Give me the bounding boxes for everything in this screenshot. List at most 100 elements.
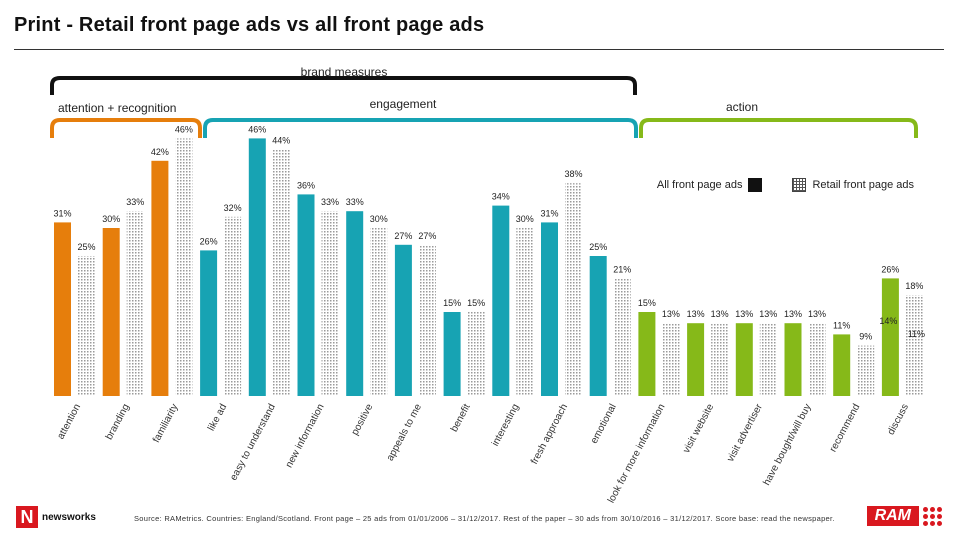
legend-all-label: All front page ads <box>656 179 743 191</box>
bar-all-like-ad <box>200 250 218 396</box>
data-label-retail-visit-website: 13% <box>711 309 729 319</box>
bar-all-recommend <box>833 334 851 396</box>
title-divider <box>14 49 944 50</box>
bar-all-discuss <box>881 278 899 396</box>
newsworks-logo-mark: N <box>16 506 38 528</box>
category-label-easy-to-understand: easy to understand <box>228 402 278 482</box>
data-label-all-positive: 33% <box>346 197 364 207</box>
attention-label: attention + recognition <box>58 101 176 115</box>
data-label-all-appeals-to-me: 27% <box>394 231 412 241</box>
bar-retail-look-for-more-information <box>662 323 680 396</box>
data-label-all-discuss: 26% <box>881 264 899 274</box>
bar-all-visit-website <box>687 323 705 396</box>
brand-measures-bracket <box>50 76 637 95</box>
data-label-retail-positive: 30% <box>370 214 388 224</box>
legend-retail-swatch <box>792 178 807 192</box>
category-label-like-ad: like ad <box>206 402 229 433</box>
newsworks-logo: N newsworks <box>16 506 96 528</box>
bar-retail-new-information <box>321 211 339 396</box>
category-label-attention: attention <box>55 402 83 441</box>
source-note: Source: RAMetrics. Countries: England/Sc… <box>134 514 835 523</box>
data-label-retail-fresh-approach: 38% <box>564 169 582 179</box>
data-label-all-benefit: 15% <box>443 298 461 308</box>
engagement-label: engagement <box>370 97 437 111</box>
bar-all-benefit <box>443 312 461 396</box>
data-label-all-visit-advertiser: 13% <box>735 309 753 319</box>
legend-retail-label: Retail front page ads <box>812 179 914 191</box>
data-label-all-attention: 31% <box>53 208 71 218</box>
bar-all-emotional <box>589 256 607 396</box>
data-label-retail-visit-advertiser: 13% <box>759 309 777 319</box>
bar-all-branding <box>102 228 120 396</box>
data-label-retail-interesting: 30% <box>516 214 534 224</box>
category-label-benefit: benefit <box>449 402 473 434</box>
data-label-all-like-ad: 26% <box>200 236 218 246</box>
bar-retail-discuss <box>905 295 923 396</box>
bar-retail-benefit <box>467 312 485 396</box>
data-label-all-branding: 30% <box>102 214 120 224</box>
data-label-retail-like-ad: 32% <box>224 203 242 213</box>
data-label-all-new-information: 36% <box>297 180 315 190</box>
bar-retail-appeals-to-me <box>418 244 436 396</box>
engagement-bracket <box>203 118 638 138</box>
attention-bracket <box>50 118 202 138</box>
ram-logo-dots <box>923 506 942 526</box>
extra-label-1: 11% <box>908 329 925 339</box>
data-label-retail-look-for-more-information: 13% <box>662 309 680 319</box>
bar-retail-visit-website <box>711 323 729 396</box>
category-label-familiarity: familiarity <box>151 402 181 444</box>
bar-all-positive <box>346 211 364 396</box>
page-title: Print - Retail front page ads vs all fro… <box>14 14 485 36</box>
data-label-all-look-for-more-information: 15% <box>638 298 656 308</box>
data-label-retail-recommend: 9% <box>859 332 872 342</box>
ram-logo: RAM <box>866 506 942 526</box>
category-label-interesting: interesting <box>490 402 521 448</box>
data-label-all-emotional: 25% <box>589 242 607 252</box>
category-label-discuss: discuss <box>886 402 911 437</box>
bar-retail-familiarity <box>175 138 193 396</box>
category-label-new-information: new information <box>284 402 327 469</box>
category-label-visit-website: visit website <box>681 402 716 455</box>
ram-logo-text: RAM <box>866 506 919 526</box>
category-label-visit-advertiser: visit advertiser <box>725 402 765 464</box>
bar-all-visit-advertiser <box>735 323 753 396</box>
bar-retail-easy-to-understand <box>272 149 290 396</box>
data-label-all-visit-website: 13% <box>687 309 705 319</box>
extra-label-0: 14% <box>879 316 897 326</box>
data-label-all-recommend: 11% <box>833 320 850 330</box>
bar-retail-interesting <box>516 228 534 396</box>
data-label-retail-branding: 33% <box>126 197 144 207</box>
bar-all-new-information <box>297 194 315 396</box>
bar-all-look-for-more-information <box>638 312 656 396</box>
data-label-retail-emotional: 21% <box>613 264 631 274</box>
data-label-retail-benefit: 15% <box>467 298 485 308</box>
data-label-retail-discuss: 18% <box>905 281 923 291</box>
data-label-all-easy-to-understand: 46% <box>248 124 266 134</box>
action-label: action <box>726 100 758 114</box>
data-label-all-fresh-approach: 31% <box>540 208 558 218</box>
category-label-positive: positive <box>350 402 376 437</box>
data-label-retail-have-bought-will-buy: 13% <box>808 309 826 319</box>
data-label-retail-easy-to-understand: 44% <box>272 136 290 146</box>
bar-all-familiarity <box>151 160 169 396</box>
bar-retail-emotional <box>613 278 631 396</box>
chart-legend: All front page ads Retail front page ads <box>657 178 914 192</box>
bar-retail-fresh-approach <box>565 183 582 396</box>
category-label-fresh-approach: fresh approach <box>529 402 570 466</box>
bar-all-easy-to-understand <box>248 138 266 396</box>
category-label-emotional: emotional <box>589 402 619 445</box>
bar-retail-like-ad <box>224 216 242 396</box>
data-label-all-have-bought-will-buy: 13% <box>784 309 802 319</box>
bar-retail-branding <box>126 211 144 396</box>
category-label-look-for-more-information: look for more information <box>606 402 668 505</box>
data-label-retail-new-information: 33% <box>321 197 339 207</box>
bar-retail-attention <box>78 256 95 396</box>
data-label-all-familiarity: 42% <box>151 147 169 157</box>
newsworks-logo-text: newsworks <box>42 511 96 523</box>
bar-all-fresh-approach <box>541 222 558 396</box>
brand-measures-label: brand measures <box>301 65 388 79</box>
bar-all-attention <box>54 222 71 396</box>
bar-retail-positive <box>370 228 388 396</box>
data-label-retail-familiarity: 46% <box>175 124 193 134</box>
